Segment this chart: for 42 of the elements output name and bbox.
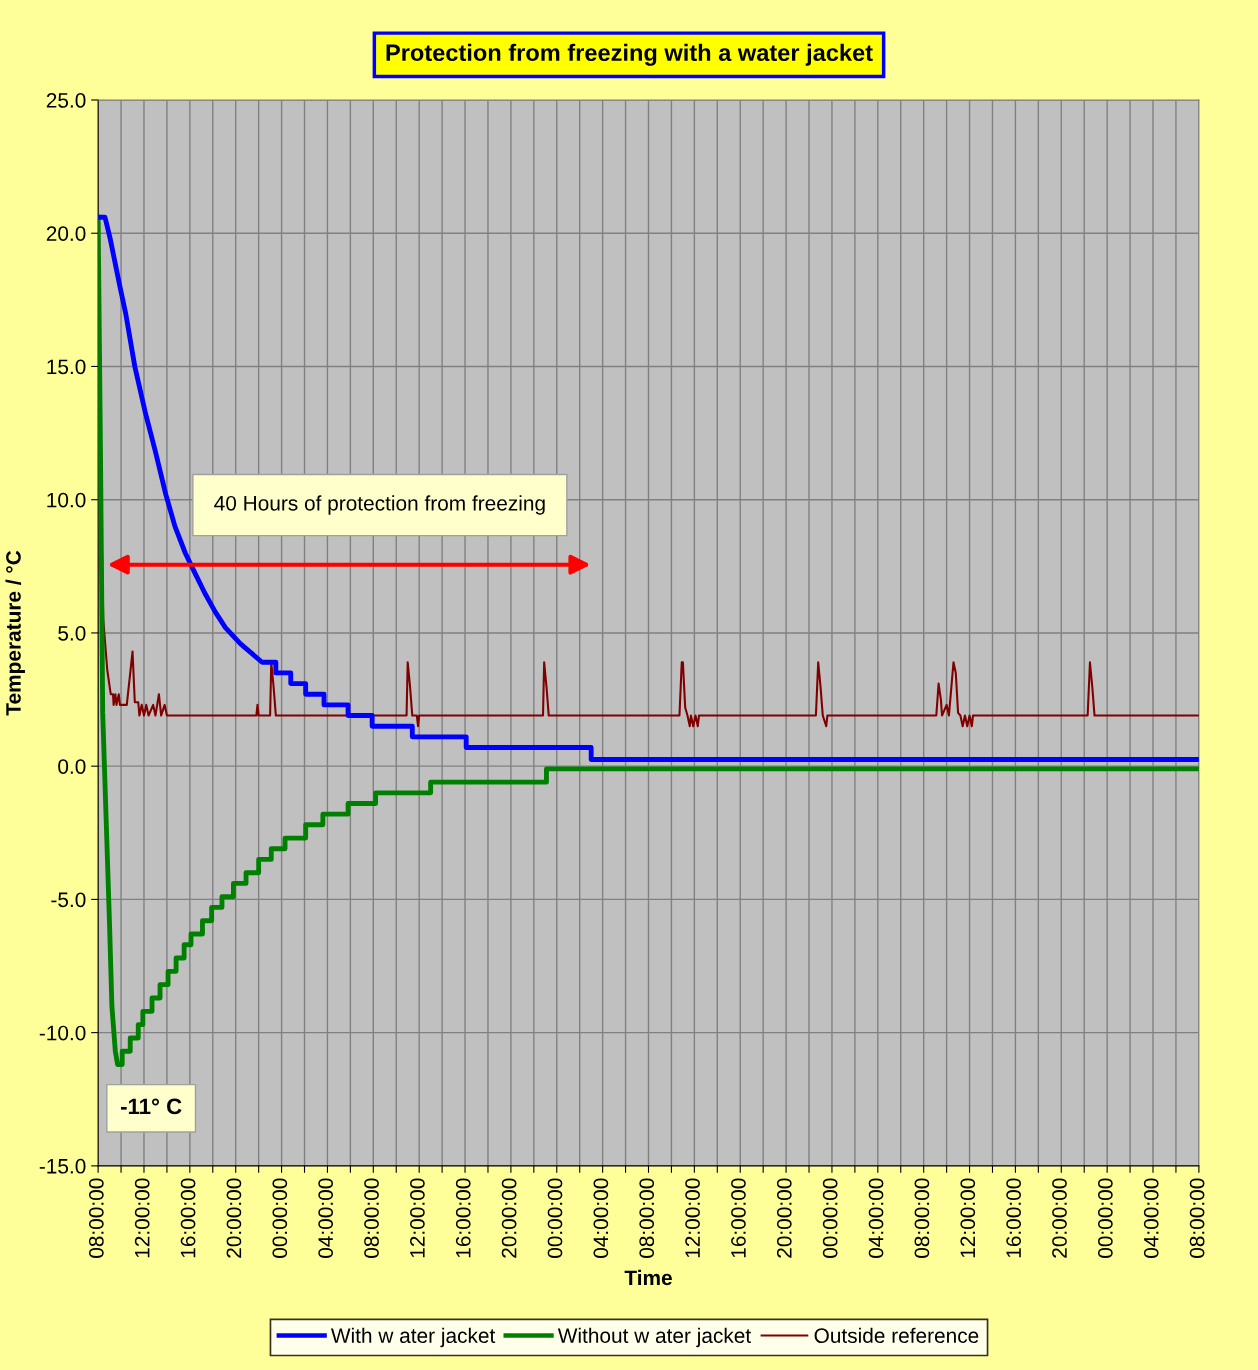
x-tick-label: 16:00:00 xyxy=(731,1178,746,1258)
x-tick-label: 20:00:00 xyxy=(226,1178,242,1258)
annotation: 40 Hours of protection from freezing xyxy=(214,495,545,515)
y-tick-label: -5.0 xyxy=(51,892,86,908)
x-tick-label: 08:00:00 xyxy=(1189,1178,1205,1258)
y-tick-label: -10.0 xyxy=(39,1025,86,1041)
y-tick-label: 15.0 xyxy=(47,359,86,375)
x-tick-label: 08:00:00 xyxy=(88,1178,104,1258)
y-axis-title: Temperature / °C xyxy=(5,550,25,716)
x-tick-label: 16:00:00 xyxy=(455,1178,471,1258)
x-tick-label: 12:00:00 xyxy=(685,1178,700,1258)
x-tick-label: 20:00:00 xyxy=(1052,1178,1067,1258)
y-tick-label: 20.0 xyxy=(46,226,86,241)
legend-label: Without w ater jacket xyxy=(557,1327,751,1348)
x-tick-label: 12:00:00 xyxy=(960,1178,976,1258)
x-tick-label: 16:00:00 xyxy=(1006,1178,1022,1258)
chart-title: Protection from freezing with a water jacket xyxy=(386,43,873,66)
y-tick-label: 25.0 xyxy=(46,93,86,108)
y-tick-label: 5.0 xyxy=(58,625,86,641)
x-tick-label: 16:00:00 xyxy=(180,1178,196,1258)
x-tick-label: 04:00:00 xyxy=(318,1178,334,1258)
x-tick-label: 00:00:00 xyxy=(272,1178,288,1258)
x-tick-label: 08:00:00 xyxy=(914,1178,930,1258)
legend-label: Outside reference xyxy=(814,1327,979,1344)
x-tick-label: 04:00:00 xyxy=(593,1178,609,1258)
x-tick-label: 00:00:00 xyxy=(1097,1178,1113,1258)
x-tick-label: 20:00:00 xyxy=(776,1178,792,1258)
annotation: -11° C xyxy=(121,1098,182,1115)
x-tick-label: 08:00:00 xyxy=(364,1178,379,1258)
x-tick-label: 20:00:00 xyxy=(501,1178,517,1258)
y-tick-label: 0.0 xyxy=(58,759,86,774)
x-tick-label: 08:00:00 xyxy=(639,1178,655,1258)
x-tick-label: 00:00:00 xyxy=(547,1178,563,1258)
x-tick-label: 04:00:00 xyxy=(868,1178,884,1258)
x-axis-title: Time xyxy=(624,1269,672,1286)
x-tick-label: 04:00:00 xyxy=(1143,1178,1159,1258)
y-tick-label: -15.0 xyxy=(39,1158,86,1174)
y-tick-label: 10.0 xyxy=(47,492,86,508)
legend-label: With w ater jacket xyxy=(330,1327,496,1348)
x-tick-label: 12:00:00 xyxy=(410,1178,425,1258)
x-tick-label: 12:00:00 xyxy=(134,1178,150,1258)
x-tick-label: 00:00:00 xyxy=(822,1178,838,1258)
